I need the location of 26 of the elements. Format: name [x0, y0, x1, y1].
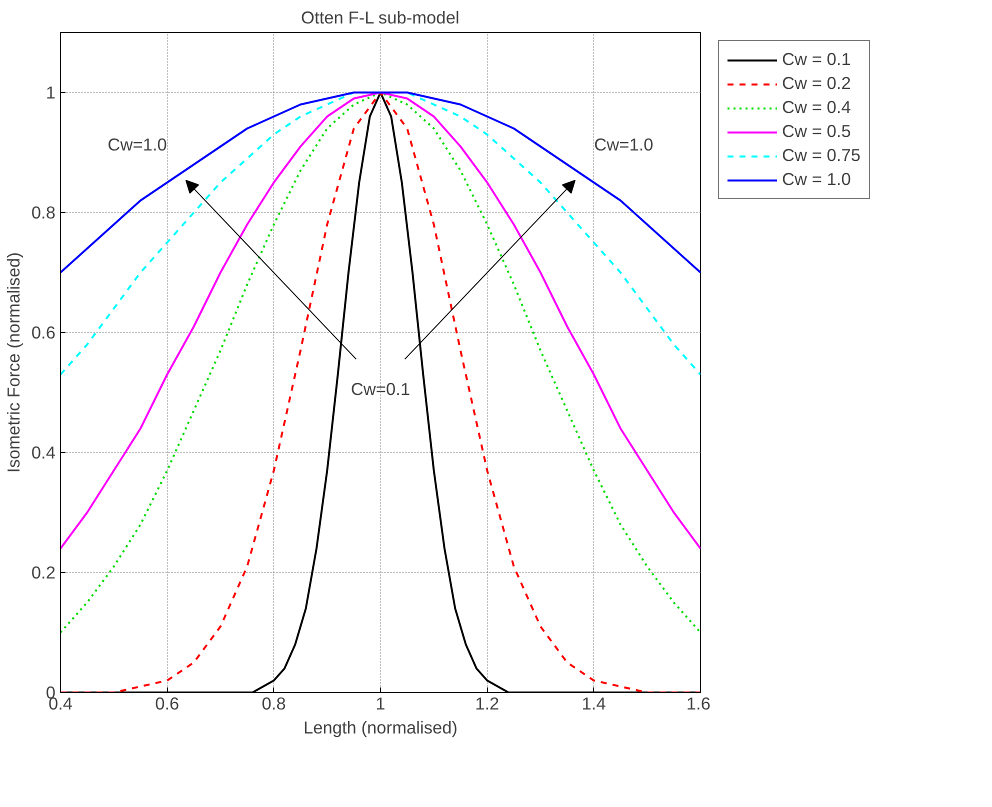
legend-label: Cw = 0.5	[782, 121, 851, 142]
legend-label: Cw = 1.0	[782, 169, 851, 190]
x-tick-label: 0.8	[262, 694, 286, 714]
x-tick-label: 1.6	[686, 694, 711, 714]
line-series	[60, 92, 700, 376]
line-series	[60, 92, 700, 274]
legend-label: Cw = 0.1	[782, 49, 851, 70]
annotation: Cw=1.0	[594, 134, 654, 155]
chart-title: Otten F-L sub-model	[301, 8, 460, 28]
annotation: Cw=1.0	[108, 134, 167, 155]
legend-label: Cw = 0.4	[782, 97, 851, 118]
x-axis-title: Length (normalised)	[303, 718, 458, 738]
line-series	[60, 92, 700, 550]
y-tick-label: 0.2	[31, 562, 56, 582]
y-tick-label: 0.8	[31, 202, 56, 222]
x-tick-label: 1	[376, 694, 386, 714]
x-tick-label: 1.2	[475, 694, 500, 714]
y-tick-label: 0.4	[31, 442, 56, 462]
legend-label: Cw = 0.2	[782, 73, 851, 94]
y-tick-label: 0.6	[31, 322, 56, 342]
x-tick-label: 1.4	[582, 694, 606, 714]
legend-label: Cw = 0.75	[782, 145, 861, 166]
y-tick-label: 1	[46, 82, 56, 102]
annotation: Cw=0.1	[350, 378, 410, 399]
y-axis-title: Isometric Force (normalised)	[3, 252, 24, 473]
x-tick-label: 0.6	[155, 694, 180, 714]
